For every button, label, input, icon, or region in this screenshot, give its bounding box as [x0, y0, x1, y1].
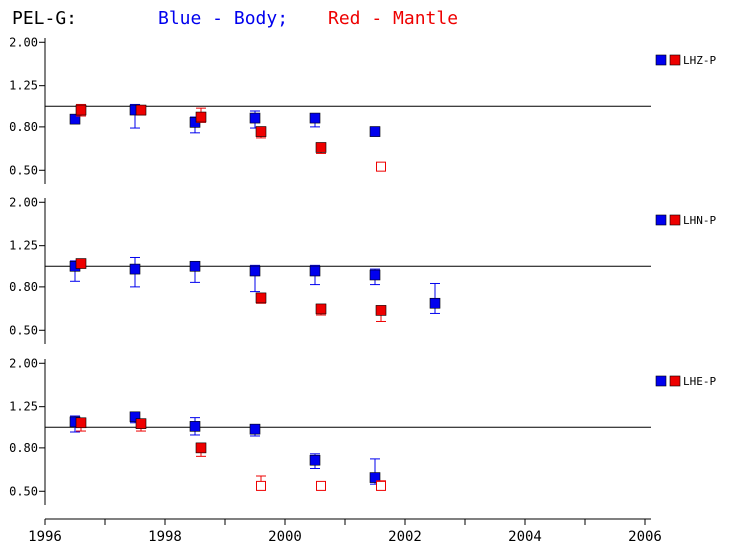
red-mantle-point-open	[376, 161, 386, 172]
blue-body-point	[249, 112, 261, 124]
y-tick-label: 1.25	[9, 79, 38, 93]
red-mantle-point-open	[376, 480, 386, 491]
x-tick-label: 2004	[508, 529, 542, 545]
blue-body-point	[189, 421, 201, 432]
y-tick-label: 1.25	[9, 239, 38, 253]
red-mantle-point	[75, 258, 87, 269]
legend-channel-label: LHZ-P	[683, 54, 716, 67]
y-tick-label: 0.80	[9, 441, 38, 455]
y-tick-label: 0.50	[9, 484, 38, 498]
plot-area: 0.50 0.80 1.25 2.00 LHZ-P 0.50 0.80 1.25 2.00 LHN…	[9, 35, 716, 545]
blue-body-point	[129, 411, 141, 423]
legend-red-marker	[669, 54, 681, 66]
red-mantle-point	[375, 305, 387, 316]
chart-title: PEL-G: Blue - Body; Red - Mantle	[12, 8, 458, 29]
red-mantle-point	[315, 303, 327, 315]
blue-body-point	[189, 260, 201, 272]
red-mantle-point	[135, 418, 147, 429]
red-mantle-point	[195, 111, 207, 123]
legend-red-marker	[669, 375, 681, 387]
red-mantle-point	[195, 442, 207, 454]
blue-body-point	[369, 269, 381, 281]
blue-body-point	[129, 263, 141, 275]
blue-body-point	[69, 113, 81, 125]
red-mantle-point	[255, 126, 267, 137]
y-tick-label: 2.00	[9, 195, 38, 209]
y-tick-label: 0.80	[9, 280, 38, 294]
legend-red-marker	[669, 214, 681, 226]
x-tick-label: 1996	[28, 529, 62, 545]
red-mantle-point-open	[256, 480, 266, 491]
title-red-mantle: Red - Mantle	[328, 8, 458, 29]
y-tick-label: 1.25	[9, 400, 38, 414]
red-mantle-point	[75, 104, 87, 116]
y-tick-label: 2.00	[9, 356, 38, 370]
y-tick-label: 0.80	[9, 120, 38, 134]
blue-body-point	[369, 472, 381, 483]
x-tick-label: 2006	[628, 529, 662, 545]
y-tick-label: 2.00	[9, 35, 38, 49]
title-blue-body: Blue - Body;	[158, 8, 288, 29]
blue-body-point	[249, 423, 261, 435]
x-tick-label: 2000	[268, 529, 302, 545]
blue-body-point	[249, 265, 261, 277]
red-mantle-point	[255, 292, 267, 304]
blue-body-point	[429, 297, 441, 309]
red-mantle-point	[315, 142, 327, 153]
y-tick-label: 0.50	[9, 163, 38, 177]
blue-body-point	[309, 112, 321, 124]
blue-body-point	[309, 265, 321, 277]
y-tick-label: 0.50	[9, 323, 38, 337]
legend-blue-marker	[655, 54, 667, 66]
x-tick-label: 2002	[388, 529, 422, 545]
red-mantle-point-open	[316, 480, 326, 491]
legend-channel-label: LHE-P	[683, 375, 716, 388]
legend-blue-marker	[655, 375, 667, 387]
legend-channel-label: LHN-P	[683, 214, 716, 227]
title-station: PEL-G:	[12, 8, 77, 29]
red-mantle-point	[75, 417, 87, 429]
red-mantle-point	[135, 104, 147, 116]
x-tick-label: 1998	[148, 529, 182, 545]
blue-body-point	[309, 454, 321, 466]
legend-blue-marker	[655, 214, 667, 226]
blue-body-point	[369, 126, 381, 137]
